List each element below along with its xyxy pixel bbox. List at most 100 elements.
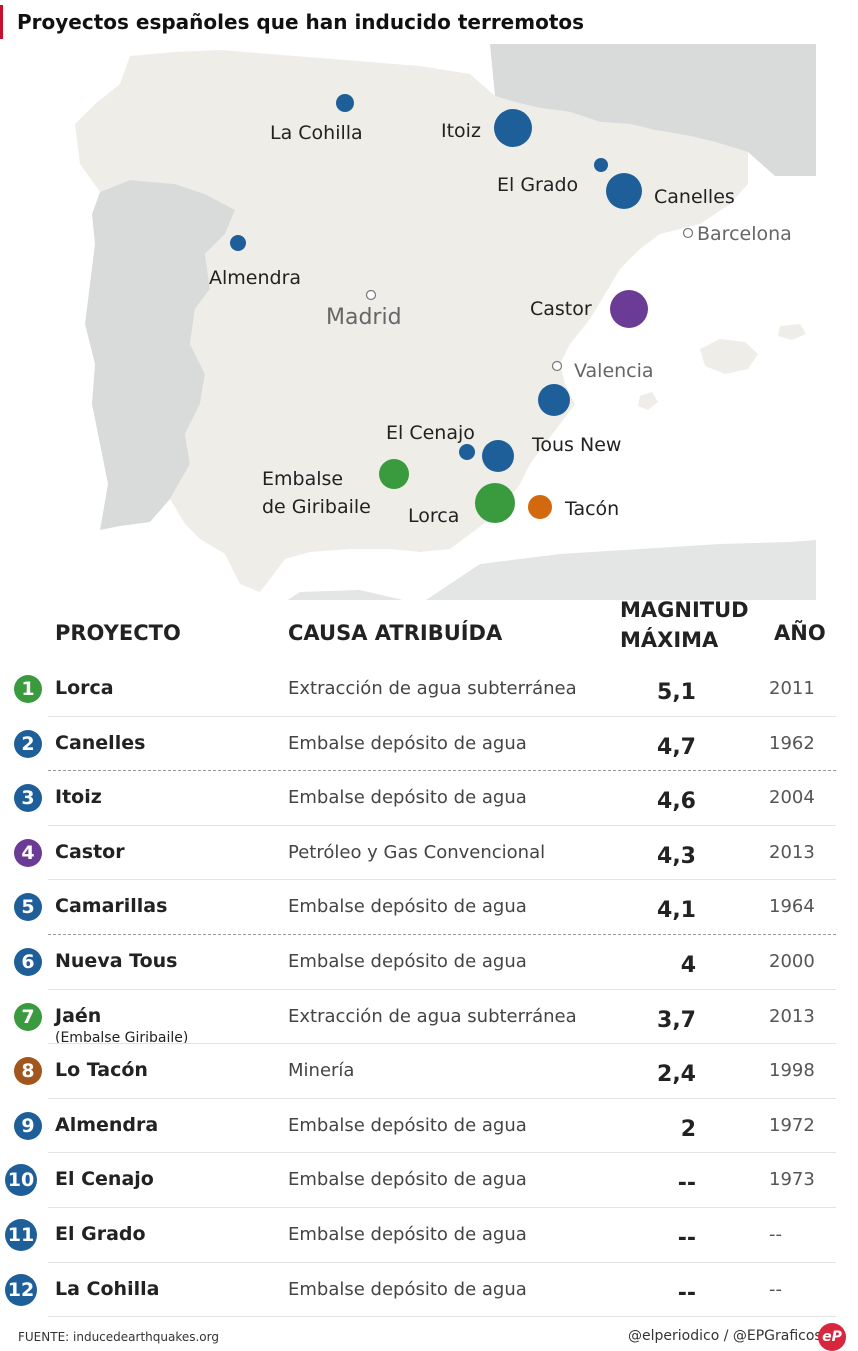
project-name: Lorca (55, 677, 114, 699)
project-year: 2011 (769, 678, 815, 699)
site-marker-almendra (230, 235, 246, 251)
project-magnitude: -- (677, 1171, 696, 1197)
header-year: AÑO (774, 621, 826, 645)
madrid-city-marker (365, 289, 377, 301)
project-year: 2013 (769, 841, 815, 863)
header-project: PROYECTO (55, 621, 181, 645)
row-separator (48, 1261, 836, 1263)
project-name: Canelles (55, 731, 146, 754)
row-number-badge: 5 (14, 893, 42, 922)
project-name: Camarillas (55, 895, 168, 918)
project-cause: Embalse depósito de agua (288, 1278, 527, 1300)
project-magnitude: 4,1 (657, 898, 696, 924)
row-separator (48, 1152, 836, 1154)
label-giribaile-line2: de Giribaile (262, 496, 371, 518)
page-title: Proyectos españoles que han inducido ter… (17, 10, 585, 34)
spain-landmass (75, 50, 748, 592)
project-cause: Embalse depósito de agua (288, 950, 527, 972)
site-marker-lorca (475, 483, 515, 523)
label-valencia: Valencia (574, 360, 654, 382)
projects-table: 1 Lorca Extracción de agua subterránea 5,1 2… (0, 662, 858, 1318)
row-number-badge: 11 (5, 1218, 37, 1251)
project-year: 1973 (769, 1169, 815, 1191)
project-cause: Extracción de agua subterránea (288, 1005, 577, 1027)
map-svg (75, 44, 816, 600)
project-year: 1972 (769, 1114, 815, 1136)
mallorca-island (700, 339, 758, 374)
header-magnitude-line1: MAGNITUD (620, 598, 749, 622)
ibiza-island (638, 392, 658, 410)
project-cause: Petróleo y Gas Convencional (288, 841, 546, 863)
menorca-island (778, 324, 806, 340)
label-itoiz: Itoiz (441, 120, 481, 142)
valencia-city-marker (551, 360, 563, 372)
project-year: 2000 (769, 950, 815, 972)
site-marker-camarillas (538, 384, 570, 416)
source-note: FUENTE: inducedearthquakes.org (18, 1330, 219, 1344)
header-magnitude-line2: MÁXIMA (620, 628, 719, 652)
label-tacon: Tacón (565, 498, 620, 520)
table-row: 5 Camarillas Embalse depósito de agua 4,1 19… (0, 880, 858, 935)
row-number-badge: 12 (5, 1273, 37, 1306)
project-name: El Grado (55, 1222, 146, 1245)
table-row: 9 Almendra Embalse depósito de agua 2 1972 (0, 1099, 858, 1154)
project-cause: Embalse depósito de agua (288, 1114, 527, 1136)
label-canelles: Canelles (654, 186, 735, 208)
site-marker-itoiz (494, 109, 532, 147)
label-barcelona: Barcelona (697, 223, 792, 245)
row-separator (48, 879, 836, 881)
title-accent-bar (0, 5, 3, 39)
project-cause: Embalse depósito de agua (288, 896, 527, 918)
row-separator (48, 1206, 836, 1208)
project-magnitude: 3,7 (657, 1007, 696, 1033)
header-cause: CAUSA ATRIBUÍDA (288, 621, 503, 645)
project-name: Almendra (55, 1113, 159, 1136)
project-name: Castor (55, 840, 125, 863)
project-magnitude: 4,7 (657, 734, 696, 760)
site-marker-tous-new (482, 440, 514, 472)
table-row: 10 El Cenajo Embalse depósito de agua -- 197… (0, 1153, 858, 1208)
project-magnitude: 4,3 (657, 843, 696, 869)
label-giribaile-line1: Embalse (262, 468, 344, 490)
label-la-cohilla: La Cohilla (270, 122, 363, 144)
site-marker-tacon (528, 495, 552, 519)
site-marker-el-grado (594, 158, 608, 172)
credit-note: @elperiodico / @EPGraficos (628, 1328, 822, 1344)
row-separator (48, 715, 836, 717)
label-madrid: Madrid (326, 305, 402, 330)
label-el-cenajo: El Cenajo (386, 422, 475, 444)
africa-landmass (220, 540, 816, 600)
row-separator (48, 824, 836, 826)
project-magnitude: 5,1 (657, 680, 696, 705)
row-number-badge: 1 (14, 675, 42, 703)
project-name: Nueva Tous (55, 949, 178, 972)
row-number-badge: 6 (14, 947, 42, 976)
row-separator (48, 933, 836, 935)
project-year: 1998 (769, 1060, 815, 1082)
project-cause: Embalse depósito de agua (288, 1223, 527, 1245)
row-separator (48, 1316, 836, 1318)
site-marker-la-cohilla (336, 94, 354, 112)
project-cause: Embalse depósito de agua (288, 1169, 527, 1191)
project-magnitude: 2,4 (657, 1062, 696, 1088)
row-separator (48, 1043, 836, 1045)
row-separator (48, 770, 836, 772)
table-header: PROYECTO CAUSA ATRIBUÍDA MAGNITUD MÁXIMA… (0, 597, 858, 659)
project-year: 1964 (769, 896, 815, 918)
project-magnitude: -- (677, 1280, 696, 1306)
project-cause: Embalse depósito de agua (288, 732, 527, 754)
project-subtitle: (Embalse Giribaile) (55, 1029, 189, 1046)
project-name: La Cohilla (55, 1277, 160, 1300)
table-row: 11 El Grado Embalse depósito de agua -- -- (0, 1208, 858, 1263)
row-separator (48, 988, 836, 990)
barcelona-city-marker (682, 227, 694, 239)
table-row: 7 Jaén (Embalse Giribaile) Extracción de ag… (0, 990, 858, 1046)
label-lorca: Lorca (408, 505, 460, 527)
ep-logo: eP (818, 1323, 846, 1351)
label-el-grado: El Grado (497, 174, 579, 196)
project-magnitude: 4,6 (657, 789, 696, 815)
project-name: Jaén (55, 1004, 102, 1027)
project-name: Lo Tacón (55, 1059, 148, 1082)
project-magnitude: 2 (680, 1116, 696, 1142)
project-year: -- (769, 1223, 782, 1245)
